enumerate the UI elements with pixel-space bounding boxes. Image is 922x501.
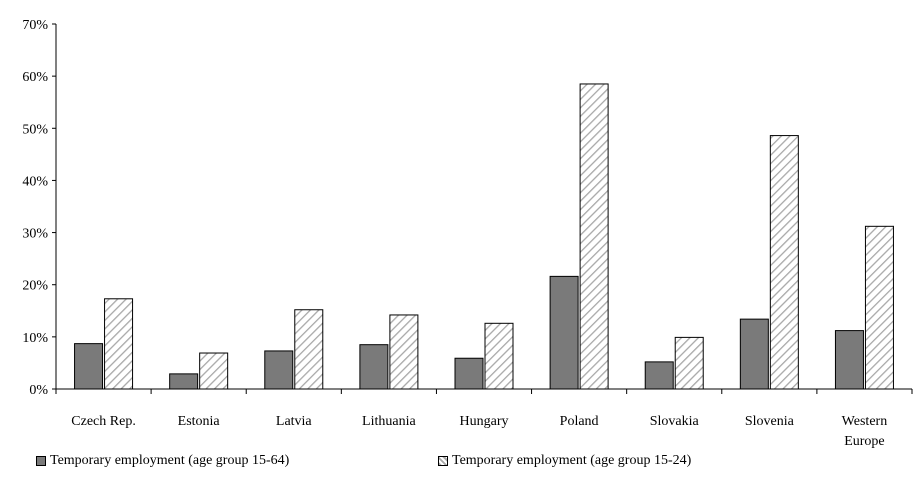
x-tick-label: Western [842, 414, 888, 429]
bar-age-15-64 [74, 343, 104, 390]
x-tick-label: Europe [844, 434, 884, 449]
x-tick-label: Slovenia [745, 414, 795, 429]
x-tick-label: Hungary [460, 414, 509, 429]
legend-swatch-15-64 [36, 456, 46, 466]
bar-age-15-24 [674, 336, 704, 390]
bar-age-15-64 [834, 330, 864, 390]
x-tick-label: Slovakia [650, 414, 700, 429]
y-tick-label: 50% [22, 122, 48, 137]
x-tick-label: Lithuania [362, 414, 416, 429]
bar-age-15-64 [739, 318, 769, 390]
y-axis: 0% 10% 20% 30% 40% 50% 60% 70% [22, 18, 57, 398]
bar-chart: 0% 10% 20% 30% 40% 50% 60% 70% Czech Rep. Estoni… [22, 18, 913, 449]
legend-swatch-15-24 [438, 456, 448, 466]
bar-age-15-24 [864, 225, 894, 390]
bars-group [74, 83, 894, 390]
y-tick-label: 30% [22, 227, 48, 242]
y-tick-label: 60% [22, 70, 48, 85]
legend-label-15-64: Temporary employment (age group 15-64) [50, 453, 290, 468]
bar-age-15-24 [294, 309, 324, 390]
x-axis: Czech Rep. Estonia Latvia Lithuania Hungary P… [55, 388, 913, 449]
legend-item-15-64: Temporary employment (age group 15-64) [36, 453, 289, 469]
y-tick-label: 40% [22, 174, 48, 189]
bar-age-15-64 [549, 275, 579, 390]
legend-label-15-24: Temporary employment (age group 15-24) [452, 453, 692, 468]
bar-age-15-24 [579, 83, 609, 390]
bar-age-15-64 [359, 344, 389, 390]
bar-age-15-64 [454, 357, 484, 390]
bar-age-15-24 [389, 314, 419, 390]
y-tick-label: 20% [22, 279, 48, 294]
bar-age-15-24 [484, 322, 514, 390]
bar-age-15-64 [264, 350, 294, 390]
bar-age-15-24 [199, 352, 229, 390]
y-tick-label: 70% [22, 18, 48, 33]
bar-age-15-24 [769, 135, 799, 390]
x-tick-label: Czech Rep. [71, 414, 136, 429]
bar-age-15-64 [169, 373, 199, 390]
x-tick-label: Estonia [178, 414, 221, 429]
y-tick-label: 0% [29, 383, 48, 398]
bar-age-15-24 [104, 298, 134, 390]
x-tick-label: Latvia [276, 414, 313, 429]
y-tick-label: 10% [22, 331, 48, 346]
bar-age-15-64 [644, 361, 674, 390]
legend-item-15-24: Temporary employment (age group 15-24) [438, 453, 691, 469]
legend: Temporary employment (age group 15-64) T… [0, 453, 922, 475]
x-tick-label: Poland [560, 414, 599, 429]
